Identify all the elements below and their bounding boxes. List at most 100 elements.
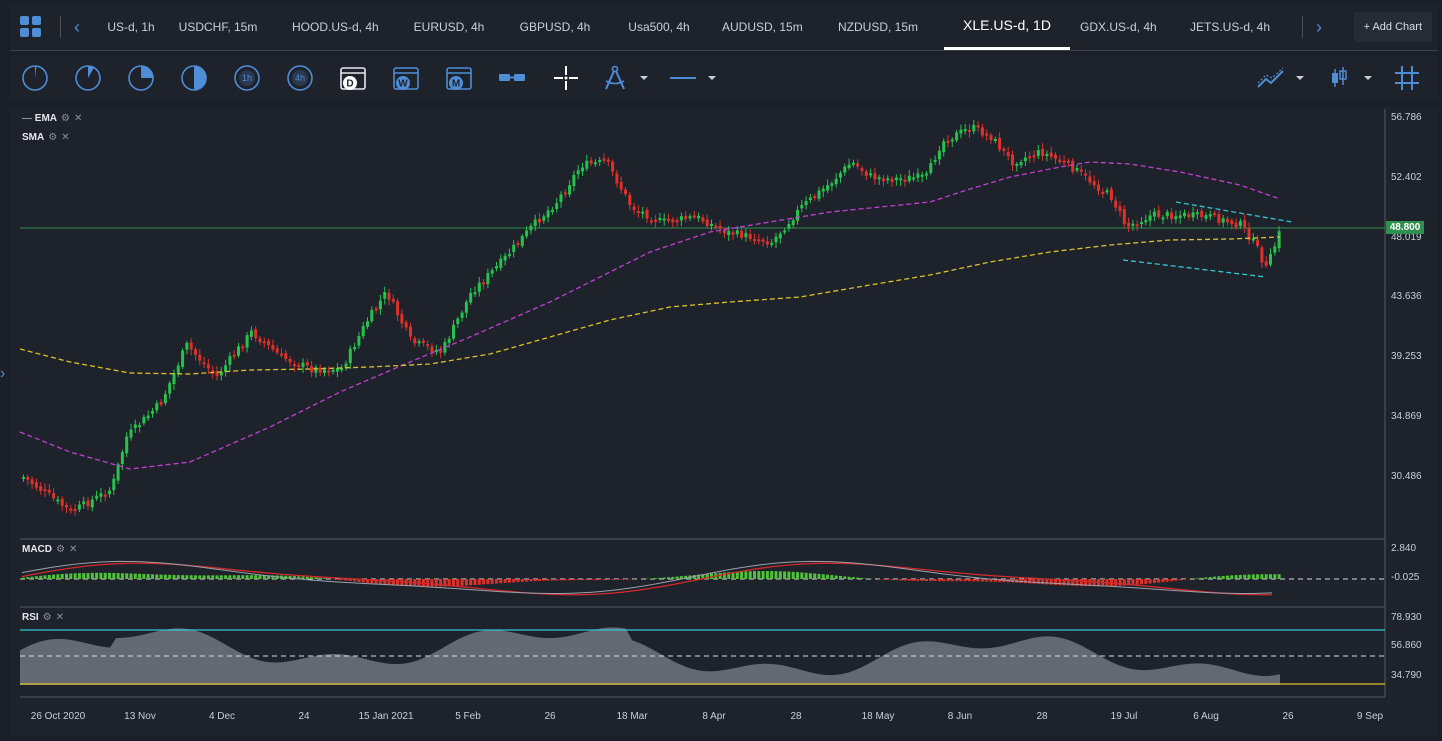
- candle-body: [241, 346, 245, 349]
- timeframe-5m-icon[interactable]: [73, 63, 103, 93]
- close-icon[interactable]: ✕: [61, 132, 70, 143]
- candle-body: [469, 293, 473, 303]
- macd-bar: [1071, 579, 1075, 586]
- candlestick-type-icon[interactable]: [1324, 63, 1354, 93]
- chart-area[interactable]: — EMA ⚙ ✕ SMA ⚙ ✕ MACD ⚙ ✕ RSI ⚙ ✕ 56.786 52.402…: [10, 107, 1438, 735]
- timeframe-1m-icon[interactable]: [20, 63, 50, 93]
- macd-bar: [262, 575, 266, 579]
- candle-body: [907, 175, 911, 182]
- rsi-axis-label: 34.790: [1391, 670, 1422, 681]
- macd-bar: [452, 579, 455, 587]
- macd-bar: [116, 573, 120, 579]
- candle-body: [288, 358, 292, 363]
- sma-legend[interactable]: SMA ⚙ ✕: [22, 132, 70, 143]
- chart-type-dropdown-icon[interactable]: [1362, 63, 1374, 93]
- candle-body: [546, 210, 550, 218]
- timeframe-weekly-icon[interactable]: W: [391, 63, 421, 93]
- close-icon[interactable]: ✕: [73, 113, 83, 124]
- macd-bar: [443, 579, 447, 587]
- add-chart-button[interactable]: + Add Chart: [1353, 12, 1432, 42]
- macd-bar: [26, 577, 30, 579]
- macd-signal-line: [21, 562, 1273, 596]
- tab-us-d[interactable]: US-d, 1h: [107, 20, 155, 34]
- candle-body: [774, 236, 778, 243]
- line-style-icon[interactable]: [668, 63, 698, 93]
- candle-body: [959, 129, 963, 134]
- macd-bar: [1036, 579, 1040, 584]
- candle-body: [69, 508, 73, 511]
- tab-jets[interactable]: JETS.US-d, 4h: [1190, 20, 1271, 34]
- candle-body: [529, 225, 533, 231]
- candle-body: [138, 425, 142, 428]
- macd-bar: [1135, 579, 1139, 585]
- settings-icon[interactable]: ⚙: [48, 132, 58, 143]
- macd-bar: [894, 579, 898, 581]
- timeframe-monthly-icon[interactable]: M: [444, 63, 474, 93]
- timeframe-4h-icon[interactable]: 4h: [285, 63, 315, 93]
- close-icon[interactable]: ✕: [68, 544, 78, 555]
- candle-body: [675, 220, 679, 223]
- tab-audusd[interactable]: AUDUSD, 15m: [722, 20, 803, 34]
- time-axis-label: 8 Jun: [947, 711, 973, 722]
- candle-body: [559, 194, 563, 203]
- tab-gdx[interactable]: GDX.US-d, 4h: [1080, 20, 1157, 34]
- candle-body: [1170, 212, 1174, 219]
- macd-bar: [1023, 579, 1027, 584]
- candle-body: [860, 168, 864, 172]
- candle-body: [937, 150, 941, 160]
- ruler-icon[interactable]: [497, 63, 527, 93]
- candle-body: [636, 211, 640, 214]
- grid-toggle-icon[interactable]: [1392, 63, 1422, 93]
- timeframe-15m-icon[interactable]: [126, 63, 156, 93]
- macd-bar: [791, 571, 795, 579]
- tab-usa500[interactable]: Usa500, 4h: [628, 20, 690, 34]
- tabs-scroll-left-icon[interactable]: ‹: [74, 17, 80, 37]
- timeframe-daily-icon[interactable]: D: [338, 63, 368, 93]
- compass-draw-icon[interactable]: [600, 63, 630, 93]
- line-style-dropdown-icon[interactable]: [706, 63, 718, 93]
- rsi-legend[interactable]: RSI ⚙ ✕: [22, 612, 64, 623]
- candle-body: [796, 209, 799, 221]
- left-panel-toggle-icon[interactable]: ›: [0, 365, 6, 382]
- macd-bar: [800, 572, 804, 579]
- tab-xle-active[interactable]: XLE.US-d, 1D: [944, 4, 1070, 50]
- settings-icon[interactable]: ⚙: [42, 612, 52, 623]
- tab-gbpusd[interactable]: GBPUSD, 4h: [519, 20, 591, 34]
- candle-body: [215, 371, 219, 376]
- tab-nzdusd[interactable]: NZDUSD, 15m: [838, 20, 919, 34]
- candle-body: [314, 367, 318, 373]
- macd-bar: [963, 579, 967, 582]
- candle-body: [185, 342, 189, 350]
- macd-bar: [559, 579, 563, 581]
- time-axis-label: 28: [1036, 711, 1048, 722]
- candle-body: [628, 194, 632, 206]
- indicators-dropdown-icon[interactable]: [1294, 63, 1306, 93]
- settings-icon[interactable]: ⚙: [56, 544, 65, 555]
- candle-body: [155, 403, 159, 411]
- tab-hood[interactable]: HOOD.US-d, 4h: [292, 20, 379, 34]
- indicators-icon[interactable]: [1256, 63, 1286, 93]
- ema-legend[interactable]: — EMA ⚙ ✕: [22, 113, 83, 124]
- candle-body: [112, 478, 116, 491]
- macd-bar: [619, 579, 623, 580]
- candle-body: [383, 292, 387, 299]
- settings-icon[interactable]: ⚙: [61, 113, 70, 124]
- macd-bar: [525, 579, 529, 582]
- timeframe-30m-icon[interactable]: [179, 63, 209, 93]
- tabs-scroll-right-icon[interactable]: ›: [1316, 17, 1322, 37]
- tab-eurusd[interactable]: EURUSD, 4h: [413, 20, 485, 34]
- candle-body: [460, 312, 464, 318]
- price-axis-label: 52.402: [1391, 172, 1422, 183]
- timeframe-1h-icon[interactable]: 1h: [232, 63, 262, 93]
- candle-body: [391, 299, 395, 302]
- macd-bar: [194, 575, 197, 579]
- compass-dropdown-icon[interactable]: [638, 63, 650, 93]
- chart-layout-grid-icon[interactable]: [20, 16, 42, 38]
- candle-body: [555, 203, 559, 210]
- tab-usdchf[interactable]: USDCHF, 15m: [178, 20, 258, 34]
- macd-legend[interactable]: MACD ⚙ ✕: [22, 544, 77, 555]
- price-chart[interactable]: [10, 107, 1438, 735]
- candle-body: [228, 356, 232, 365]
- crosshair-icon[interactable]: [551, 63, 581, 93]
- close-icon[interactable]: ✕: [55, 612, 65, 623]
